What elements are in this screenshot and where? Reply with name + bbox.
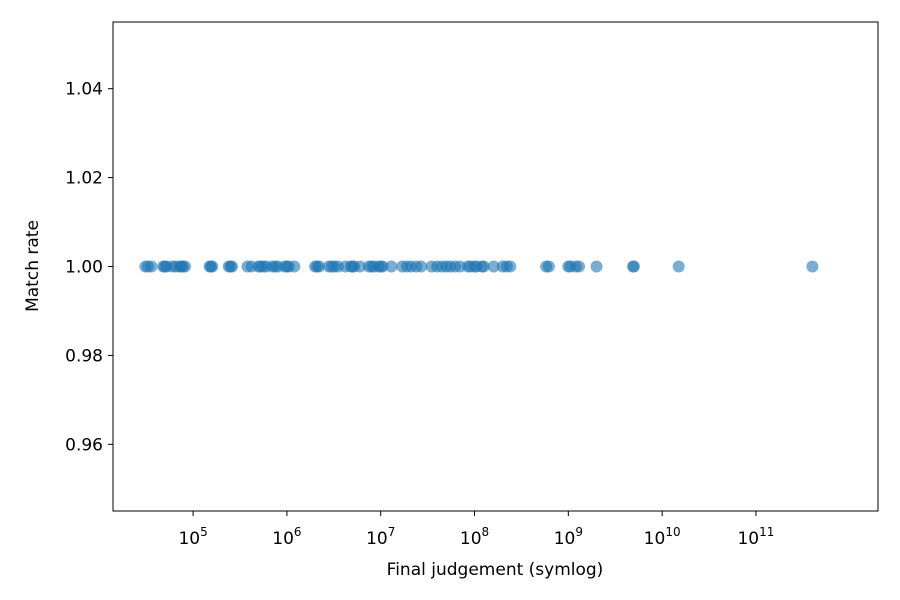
y-tick-label: 1.04 bbox=[65, 80, 103, 100]
x-tick-label: 106 bbox=[272, 525, 301, 549]
y-axis-label: Match rate bbox=[23, 220, 43, 312]
y-axis-ticks: 0.96 0.98 1.00 1.02 1.04 bbox=[65, 80, 113, 455]
data-point bbox=[353, 260, 366, 273]
data-point bbox=[672, 260, 685, 273]
x-axis-label: Final judgement (symlog) bbox=[387, 560, 604, 580]
x-tick-label: 108 bbox=[460, 525, 489, 549]
data-point bbox=[288, 260, 301, 273]
x-axis-ticks: 105 106 107 108 109 1010 1011 bbox=[178, 511, 774, 549]
data-point bbox=[477, 260, 490, 273]
y-tick-label: 1.00 bbox=[65, 258, 103, 278]
y-tick-label: 0.96 bbox=[65, 435, 103, 455]
data-point bbox=[206, 260, 219, 273]
x-tick-label: 107 bbox=[366, 525, 395, 549]
data-point bbox=[376, 260, 389, 273]
y-tick-label: 1.02 bbox=[65, 169, 103, 189]
data-point bbox=[627, 260, 640, 273]
y-tick-label: 0.98 bbox=[65, 346, 103, 366]
data-point bbox=[385, 260, 398, 273]
data-point bbox=[179, 260, 192, 273]
points-layer bbox=[139, 260, 819, 273]
data-point bbox=[590, 260, 603, 273]
data-point bbox=[487, 260, 500, 273]
x-tick-label: 1011 bbox=[737, 525, 774, 549]
data-point bbox=[145, 260, 158, 273]
data-point bbox=[226, 260, 239, 273]
data-point bbox=[415, 260, 428, 273]
x-tick-label: 1010 bbox=[644, 525, 681, 549]
data-point bbox=[504, 260, 517, 273]
data-point bbox=[573, 260, 586, 273]
plot-frame bbox=[112, 21, 879, 512]
x-tick-label: 109 bbox=[554, 525, 583, 549]
data-point bbox=[313, 260, 326, 273]
data-point bbox=[806, 260, 819, 273]
data-point bbox=[542, 260, 555, 273]
x-tick-label: 105 bbox=[178, 525, 207, 549]
